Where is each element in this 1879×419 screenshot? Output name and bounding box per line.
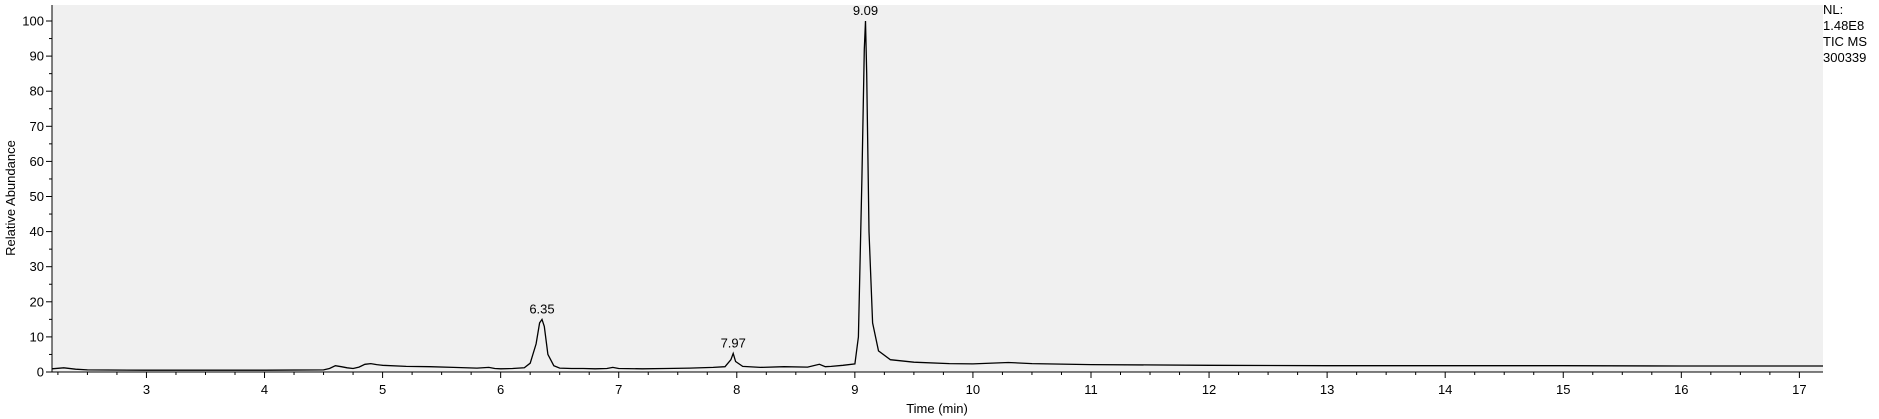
x-tick-label: 15 <box>1556 382 1570 397</box>
y-axis-title: Relative Abundance <box>3 140 18 256</box>
y-tick-label: 60 <box>30 154 44 169</box>
nl-label: NL: <box>1823 2 1844 17</box>
x-tick-label: 8 <box>733 382 740 397</box>
x-tick-label: 9 <box>851 382 858 397</box>
y-tick-label: 0 <box>37 365 44 380</box>
x-tick-label: 7 <box>615 382 622 397</box>
x-tick-label: 11 <box>1084 382 1098 397</box>
y-tick-label: 40 <box>30 224 44 239</box>
x-tick-label: 13 <box>1320 382 1334 397</box>
x-tick-label: 3 <box>143 382 150 397</box>
x-tick-label: 16 <box>1674 382 1688 397</box>
peak-label: 6.35 <box>529 301 554 316</box>
y-tick-label: 50 <box>30 189 44 204</box>
y-tick-label: 100 <box>22 14 44 29</box>
scan-type: TIC MS <box>1823 34 1868 49</box>
y-tick-label: 20 <box>30 294 44 309</box>
y-tick-label: 80 <box>30 84 44 99</box>
x-tick-label: 4 <box>261 382 268 397</box>
y-tick-label: 90 <box>30 49 44 64</box>
file-id: 300339 <box>1823 50 1867 65</box>
x-axis-title: Time (min) <box>906 401 968 416</box>
y-tick-label: 70 <box>30 119 44 134</box>
x-tick-label: 12 <box>1202 382 1216 397</box>
x-tick-label: 14 <box>1438 382 1452 397</box>
plot-area <box>52 5 1823 372</box>
x-tick-label: 17 <box>1792 382 1806 397</box>
side-info-panel: NL: 1.48E8 TIC MS 300339 <box>1823 2 1867 66</box>
y-tick-label: 30 <box>30 259 44 274</box>
x-tick-label: 6 <box>497 382 504 397</box>
chromatogram-chart: 3 4 5 6 7 8 9 10 11 12 13 14 15 16 17 0 10 20 30 40 50 60 70 80… <box>3 3 1823 416</box>
nl-value: 1.48E8 <box>1823 18 1865 33</box>
x-tick-label: 5 <box>379 382 386 397</box>
tic-trace <box>51 20 1823 371</box>
x-tick-label: 10 <box>966 382 980 397</box>
peak-label: 9.09 <box>853 3 878 18</box>
peak-label: 7.97 <box>721 335 746 350</box>
y-tick-label: 10 <box>30 329 44 344</box>
